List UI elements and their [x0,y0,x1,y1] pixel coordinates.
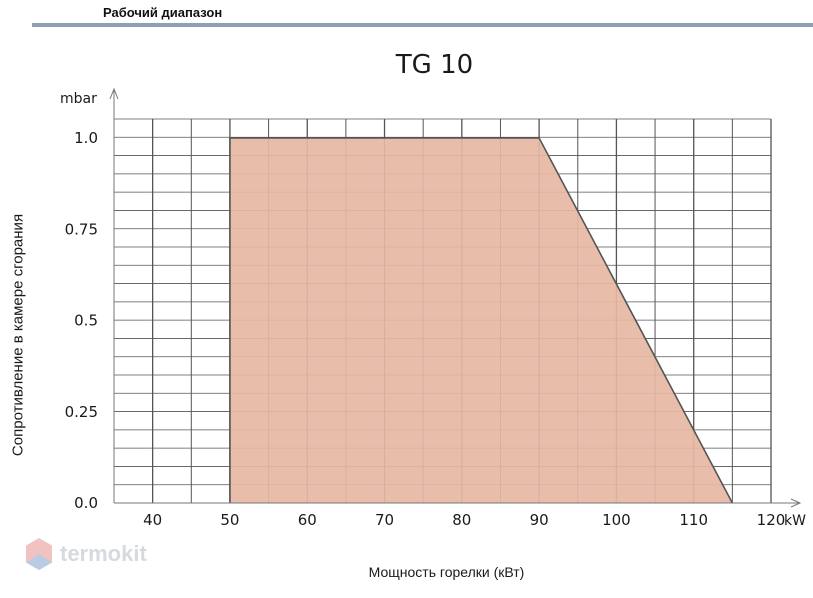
y-tick-label: 0.5 [74,312,98,330]
x-tick-label: 70 [375,511,394,529]
operating-region-layer [229,137,734,504]
header-divider [32,23,813,27]
x-axis-arrow-icon [790,498,802,508]
x-tick-label: 120 [757,511,786,529]
operating-region [229,138,733,503]
x-axis-label: Мощность горелки (кВт) [368,564,525,580]
x-unit-label: kW [784,513,806,529]
y-tick-label: 0.0 [74,494,98,512]
y-tick-label: 0.25 [65,403,98,421]
operating-region-boundary [229,137,734,504]
tick-labels: 40 50 60 70 80 90 100 110 120 0.0 0.25 0.5 0.75 1.0 kW… [60,91,806,529]
x-tick-label: 100 [602,511,631,529]
chart-title: TG 10 [395,50,474,80]
x-tick-label: 110 [679,511,708,529]
y-axis-arrow-icon [109,87,119,100]
x-tick-label: 90 [530,511,549,529]
watermark-text: termokit [60,541,147,566]
watermark-logo: termokit [24,536,147,572]
x-tick-label: 50 [220,511,239,529]
section-header: Рабочий диапазон [103,5,223,20]
hexagon-icon [26,538,52,570]
y-unit-label: mbar [60,91,97,107]
x-tick-label: 60 [298,511,317,529]
x-tick-label: 80 [452,511,471,529]
y-tick-label: 0.75 [65,220,98,238]
axes [109,87,802,508]
x-tick-label: 40 [143,511,162,529]
y-tick-label: 1.0 [74,129,98,147]
